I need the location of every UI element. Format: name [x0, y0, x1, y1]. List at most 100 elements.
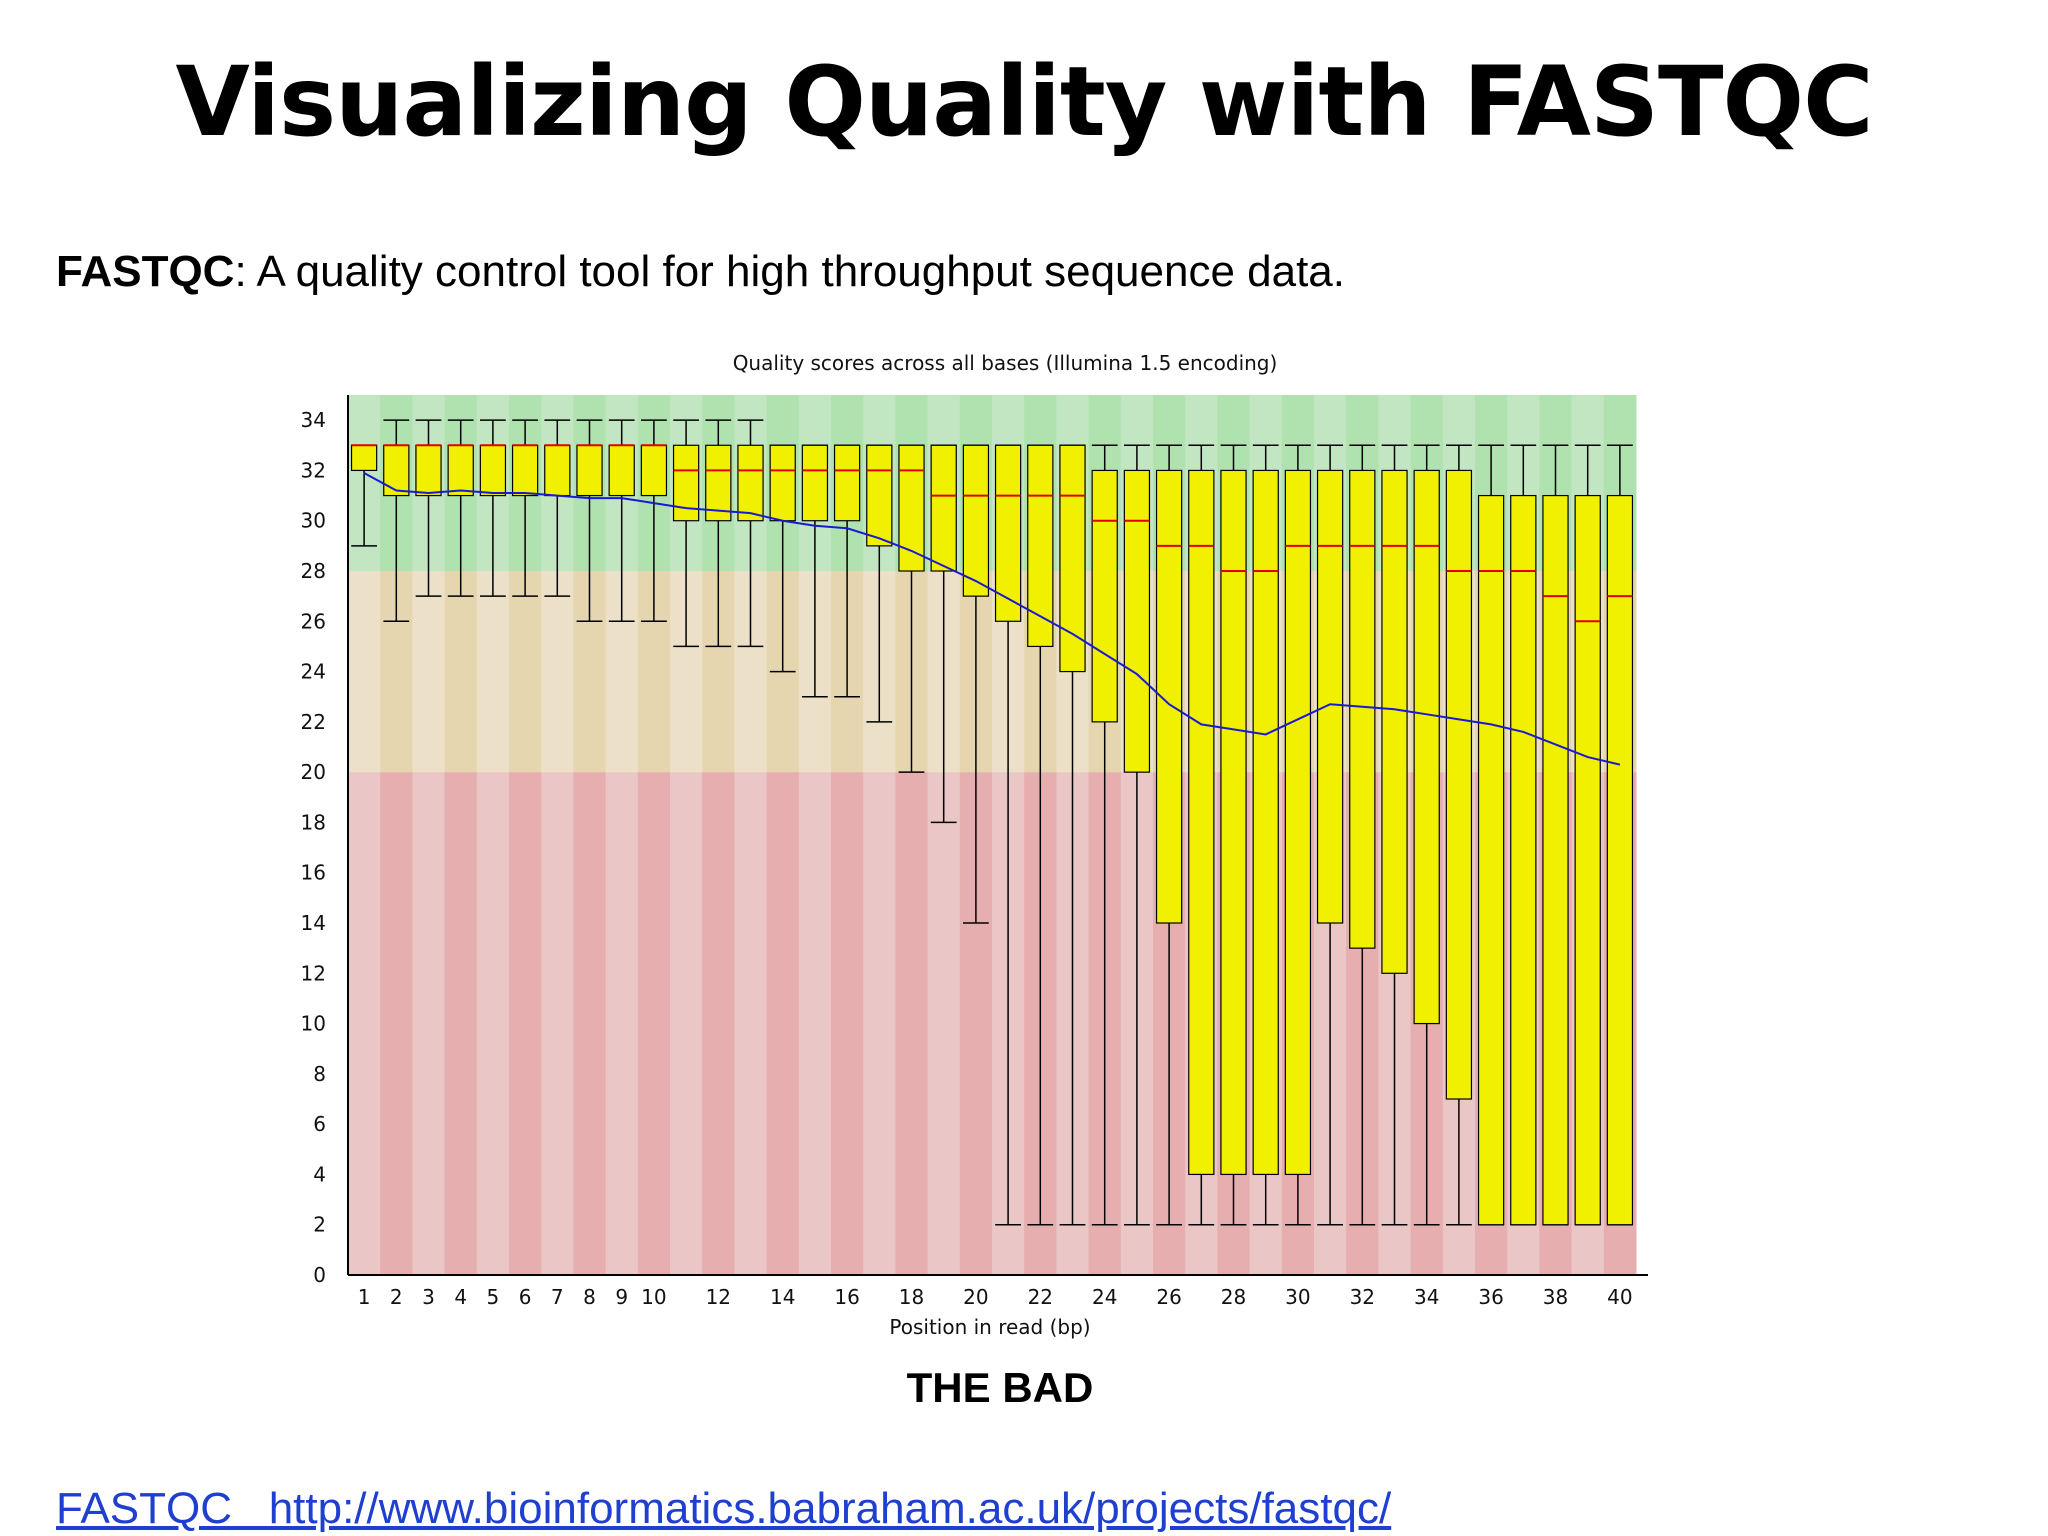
x-tick-label: 10 — [641, 1285, 666, 1309]
zone-poor-stripe — [605, 772, 639, 1275]
x-tick-label: 14 — [770, 1285, 795, 1309]
iqr-box — [866, 444, 893, 547]
zone-poor-stripe — [380, 772, 413, 1275]
x-tick-label: 12 — [706, 1285, 731, 1309]
iqr-box — [350, 444, 378, 472]
zone-reasonable-stripe — [509, 571, 542, 773]
box-position-38 — [1542, 444, 1569, 1226]
iqr-box — [1188, 469, 1215, 1176]
x-tick-label: 1 — [358, 1285, 371, 1309]
iqr-box — [962, 444, 990, 597]
zone-poor-stripe — [831, 772, 864, 1275]
iqr-box — [544, 444, 571, 497]
chart-x-axis-label: Position in read (bp) — [889, 1315, 1090, 1339]
x-tick-label: 40 — [1607, 1285, 1632, 1309]
zone-poor-stripe — [798, 772, 832, 1275]
box-position-10 — [640, 419, 668, 623]
y-tick-label: 14 — [301, 911, 326, 935]
zone-poor-stripe — [670, 772, 703, 1275]
zone-reasonable-stripe — [476, 571, 510, 773]
box-position-20 — [962, 444, 990, 924]
iqr-box — [576, 444, 603, 497]
x-tick-label: 26 — [1156, 1285, 1181, 1309]
box-position-29 — [1252, 444, 1279, 1226]
box-position-2 — [383, 419, 410, 623]
box-position-3 — [415, 419, 442, 597]
iqr-box — [994, 444, 1022, 622]
zone-poor-stripe — [734, 772, 768, 1275]
iqr-box — [608, 444, 635, 497]
box-position-40 — [1606, 444, 1634, 1226]
box-position-18 — [898, 444, 925, 773]
iqr-box — [801, 444, 829, 522]
fastqc-link[interactable]: FASTQC http://www.bioinformatics.babraha… — [56, 1484, 1392, 1533]
y-tick-label: 22 — [301, 710, 326, 734]
y-tick-label: 12 — [301, 961, 326, 985]
zone-reasonable-stripe — [541, 571, 574, 773]
zone-reasonable-stripe — [348, 571, 381, 773]
box-position-32 — [1349, 444, 1376, 1226]
zone-poor-stripe — [863, 772, 896, 1275]
iqr-box — [1445, 469, 1473, 1100]
iqr-box — [833, 444, 861, 522]
box-position-26 — [1155, 444, 1183, 1226]
x-tick-label: 16 — [834, 1285, 859, 1309]
y-tick-label: 8 — [313, 1062, 326, 1086]
zone-poor-stripe — [895, 772, 929, 1275]
box-position-17 — [866, 444, 893, 723]
box-position-36 — [1477, 444, 1505, 1226]
iqr-box — [1316, 469, 1344, 924]
box-position-37 — [1510, 444, 1537, 1226]
x-tick-label: 36 — [1478, 1285, 1503, 1309]
x-tick-label: 34 — [1414, 1285, 1439, 1309]
box-position-34 — [1413, 444, 1440, 1226]
zone-reasonable-stripe — [444, 571, 478, 773]
iqr-box — [640, 444, 668, 497]
iqr-box — [1284, 469, 1312, 1176]
y-tick-label: 20 — [301, 760, 326, 784]
subtitle-description: : A quality control tool for high throug… — [234, 247, 1346, 296]
box-position-24 — [1091, 444, 1118, 1226]
zone-poor-stripe — [348, 772, 381, 1275]
box-position-19 — [930, 444, 957, 824]
y-tick-label: 18 — [301, 810, 326, 834]
iqr-box — [1606, 494, 1634, 1226]
zone-poor-stripe — [702, 772, 735, 1275]
subtitle-tool-name: FASTQC — [56, 247, 235, 296]
zone-poor-stripe — [573, 772, 607, 1275]
zone-poor-stripe — [927, 772, 961, 1275]
zone-poor-stripe — [476, 772, 510, 1275]
zone-poor-stripe — [412, 772, 446, 1275]
y-tick-label: 2 — [313, 1213, 326, 1237]
iqr-box — [705, 444, 732, 522]
box-position-31 — [1316, 444, 1344, 1226]
iqr-box — [1477, 494, 1505, 1226]
slide-title: Visualizing Quality with FASTQC — [175, 46, 1873, 158]
x-tick-label: 5 — [487, 1285, 500, 1309]
x-tick-label: 24 — [1092, 1285, 1117, 1309]
iqr-box — [930, 444, 957, 572]
zone-reasonable-stripe — [412, 571, 446, 773]
iqr-box — [1252, 469, 1279, 1176]
y-tick-label: 6 — [313, 1112, 326, 1136]
y-tick-label: 16 — [301, 861, 326, 885]
iqr-box — [769, 444, 796, 522]
y-tick-label: 4 — [313, 1162, 326, 1186]
chart-title: Quality scores across all bases (Illumin… — [733, 351, 1278, 375]
x-tick-label: 18 — [899, 1285, 924, 1309]
x-tick-label: 32 — [1350, 1285, 1375, 1309]
y-tick-label: 10 — [301, 1012, 326, 1036]
x-tick-label: 3 — [422, 1285, 435, 1309]
subtitle: FASTQC: A quality control tool for high … — [56, 244, 1345, 300]
iqr-box — [1510, 494, 1537, 1226]
y-tick-label: 34 — [301, 408, 326, 432]
box-position-9 — [608, 419, 635, 623]
y-tick-label: 32 — [301, 458, 326, 482]
box-position-4 — [447, 419, 474, 597]
x-tick-label: 8 — [583, 1285, 596, 1309]
chart-caption: THE BAD — [906, 1364, 1094, 1411]
iqr-box — [1123, 469, 1151, 773]
box-position-16 — [833, 444, 861, 698]
iqr-box — [479, 444, 507, 497]
